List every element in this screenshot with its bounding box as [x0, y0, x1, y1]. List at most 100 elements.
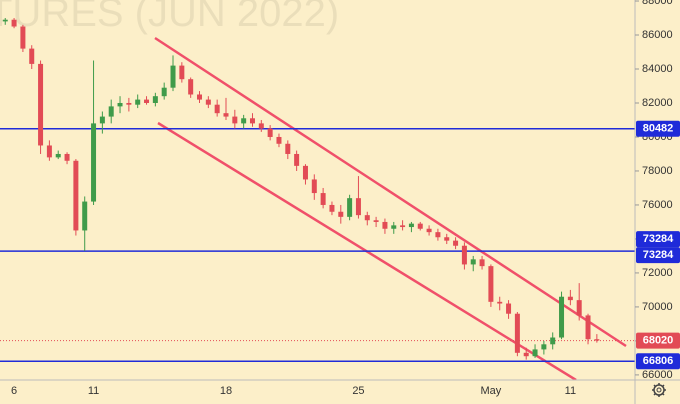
candle-body — [223, 113, 229, 117]
candle-body — [64, 153, 70, 161]
candle-body — [461, 245, 467, 265]
candle-body — [197, 94, 203, 100]
candle-body — [453, 240, 459, 246]
x-tick-label: 11 — [88, 385, 99, 397]
y-tick-label: 76000 — [642, 199, 673, 211]
candle-body — [532, 349, 538, 357]
level-box — [636, 247, 680, 264]
candle-body — [73, 160, 79, 231]
candle-body — [364, 215, 370, 221]
candle-body — [523, 352, 529, 357]
candle-body — [479, 259, 485, 267]
y-tick-label: 88000 — [642, 0, 673, 7]
candle-body — [373, 220, 379, 222]
watermark: TURES (JUN 2022) — [0, 0, 339, 35]
candle-body — [91, 123, 97, 202]
candle-body — [38, 63, 44, 146]
candle-body — [82, 201, 88, 231]
candle-body — [444, 237, 450, 241]
x-tick-label: 18 — [220, 385, 232, 397]
level-label: 73284 — [643, 233, 674, 245]
candle-body — [108, 106, 114, 117]
candle-body — [497, 301, 503, 304]
candle-body — [338, 211, 344, 217]
level-box — [636, 231, 680, 248]
candle-body — [232, 116, 238, 124]
trend-line — [154, 36, 627, 348]
last-price-label: 68020 — [643, 334, 674, 346]
candle-body — [355, 198, 361, 216]
y-tick-label: 82000 — [642, 97, 673, 109]
price-labels: 80482 73284 73284 66806 68020 — [636, 120, 680, 370]
candle-body — [514, 313, 520, 353]
candle-body — [435, 232, 441, 238]
candle-body — [576, 300, 582, 316]
candle-body — [179, 65, 185, 80]
candle-body — [241, 118, 247, 124]
candle-body — [135, 99, 141, 105]
candle-body — [267, 128, 273, 137]
candle-body — [152, 96, 158, 103]
candle-body — [188, 79, 194, 95]
candle-body — [400, 225, 406, 228]
candle-body — [29, 48, 35, 64]
candle-body — [541, 344, 547, 350]
x-tick-label: May — [481, 385, 502, 397]
candle-body — [285, 143, 291, 154]
y-tick-label: 84000 — [642, 63, 673, 75]
candle-body — [55, 153, 61, 158]
candle-body — [594, 339, 600, 341]
candle-body — [559, 296, 565, 338]
candle-body — [550, 337, 556, 345]
candle-body — [567, 296, 573, 301]
candle-body — [426, 228, 432, 233]
candle-body — [99, 116, 105, 124]
candle-body — [170, 65, 176, 88]
x-tick-label: 11 — [565, 385, 576, 397]
candle-body — [249, 118, 255, 124]
level-label: 66806 — [643, 355, 674, 367]
y-tick-label: 70000 — [642, 301, 673, 313]
candle-body — [205, 99, 211, 105]
y-tick-label: 86000 — [642, 29, 673, 41]
candle-body — [144, 99, 150, 103]
candle-body — [382, 221, 388, 229]
candle-body — [347, 198, 353, 217]
x-tick-label: 25 — [352, 385, 364, 397]
level-label: 73284 — [643, 249, 674, 261]
candle-body — [311, 179, 317, 194]
y-tick-label: 78000 — [642, 165, 673, 177]
level-box — [636, 353, 680, 370]
candle-body — [2, 19, 8, 22]
x-tick-label: 6 — [11, 385, 17, 397]
last-price-box — [636, 332, 680, 349]
plot-area — [0, 18, 635, 380]
candle-body — [329, 204, 335, 212]
candle-body — [117, 102, 123, 107]
candle-body — [488, 266, 494, 302]
candle-body — [417, 223, 423, 229]
candle-body — [161, 87, 167, 97]
y-tick-label: 72000 — [642, 267, 673, 279]
candle-body — [408, 223, 414, 228]
candle-body — [258, 123, 264, 129]
y-tick-label: 66000 — [642, 369, 673, 381]
candle-body — [46, 145, 52, 158]
candle-body — [391, 225, 397, 229]
candle-body — [506, 303, 512, 314]
candle-body — [294, 153, 300, 166]
level-label: 80482 — [643, 123, 674, 135]
candle-body — [214, 104, 220, 114]
candle-body — [470, 259, 476, 265]
candle-body — [20, 26, 26, 49]
candle-body — [126, 102, 132, 105]
candle-body — [320, 193, 326, 205]
candle-body — [11, 19, 17, 27]
candle-body — [302, 165, 308, 180]
settings-button[interactable] — [652, 383, 666, 397]
level-box — [636, 120, 680, 137]
candle-body — [585, 315, 591, 340]
candle-body — [276, 136, 282, 144]
